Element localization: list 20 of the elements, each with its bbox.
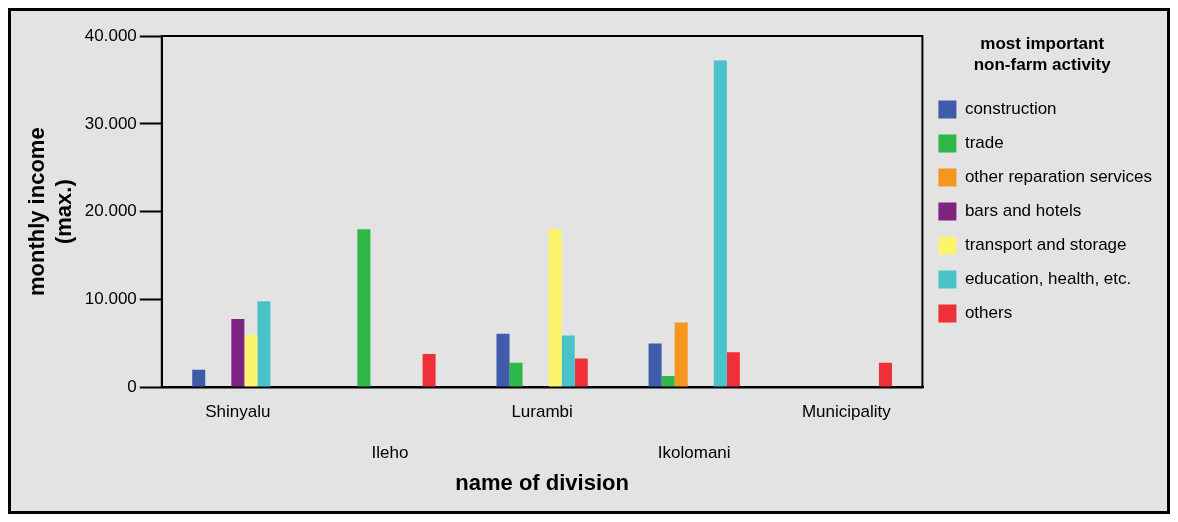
x-tick-label: Municipality bbox=[801, 402, 892, 422]
y-axis-title: monthly income (max.) bbox=[24, 127, 76, 297]
y-tick-label: 30.000 bbox=[84, 113, 137, 133]
legend-label: trade bbox=[964, 133, 1004, 153]
y-tick-label: 20.000 bbox=[84, 201, 137, 221]
legend-label: construction bbox=[964, 99, 1057, 119]
x-axis-title: name of division bbox=[455, 469, 629, 495]
legend-title: most important non-farm activity bbox=[973, 34, 1112, 74]
x-tick-label: Ikolomani bbox=[657, 443, 731, 463]
y-tick-label: 40.000 bbox=[84, 25, 137, 45]
y-tick-label: 0 bbox=[127, 377, 137, 397]
legend-label: bars and hotels bbox=[964, 201, 1082, 221]
x-tick-label: Shinyalu bbox=[205, 402, 271, 422]
legend-label: other reparation services bbox=[964, 167, 1152, 187]
y-tick-label: 10.000 bbox=[84, 289, 137, 309]
legend-label: others bbox=[964, 303, 1013, 323]
legend-label: transport and storage bbox=[964, 235, 1127, 255]
legend-label: education, health, etc. bbox=[964, 269, 1132, 289]
x-tick-label: Ileho bbox=[371, 443, 409, 463]
x-tick-label: Lurambi bbox=[511, 402, 573, 422]
